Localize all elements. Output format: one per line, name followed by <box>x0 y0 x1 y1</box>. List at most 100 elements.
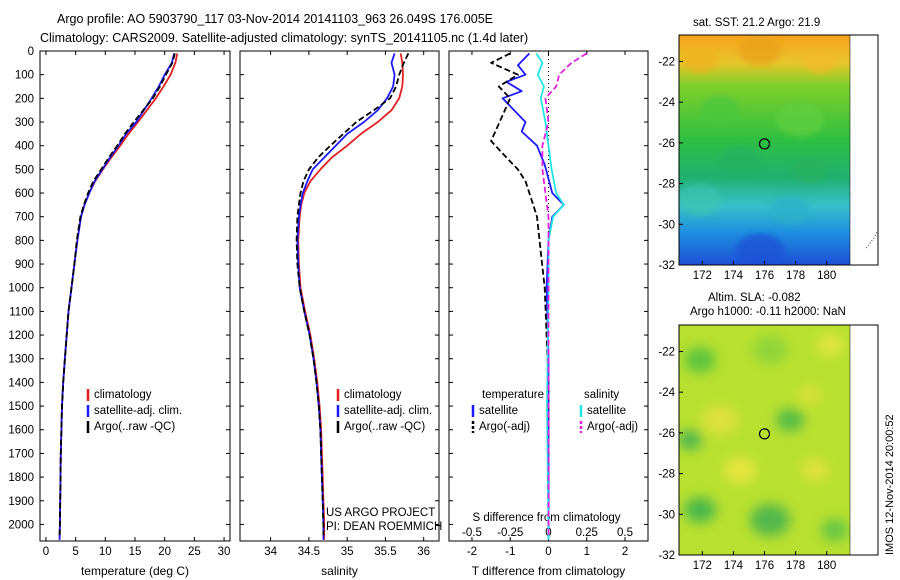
y-tick-label: 900 <box>15 259 34 271</box>
salinity-profile-panel: 34 34.5 35 35.5 36 salinity climatology satelli… <box>239 50 440 578</box>
s-axis-label: S difference from climatology <box>472 512 620 524</box>
map-frame <box>678 324 879 556</box>
y-tick-label: 1800 <box>8 472 34 484</box>
sla-texture <box>752 335 788 365</box>
sla-map-panel: Altim. SLA: -0.082 Argo h1000: -0.11 h20… <box>658 292 879 572</box>
y-tick-label: 1900 <box>8 496 34 508</box>
y-tick-label: 400 <box>15 141 34 153</box>
credits-project: US ARGO PROJECT <box>326 507 435 519</box>
sst-texture <box>770 196 810 224</box>
x-tick-label: -1 <box>505 546 515 558</box>
y-tick-label: 0 <box>28 46 34 58</box>
x-axis-label: T difference from climatology <box>472 564 626 578</box>
legend-label: Argo(..raw -QC) <box>344 421 425 433</box>
sla-texture <box>798 385 822 405</box>
map-x-tick-label: 178 <box>786 560 805 572</box>
legend-label: satellite-adj. clim. <box>94 405 182 417</box>
map-y-tick-label: -28 <box>658 179 675 191</box>
map-y-tick-label: -30 <box>658 219 675 231</box>
legend-label: satellite <box>479 405 518 417</box>
map-frame <box>678 34 879 266</box>
sst-map-field <box>679 35 850 265</box>
map-y-tick-label: -22 <box>658 346 675 358</box>
map-y-tick-label: -24 <box>658 387 675 399</box>
map-y-tick-label: -26 <box>658 428 675 440</box>
map-y-tick-label: -32 <box>658 550 675 562</box>
credits-pi: PI: DEAN ROEMMICH <box>326 521 442 533</box>
sst-texture <box>804 50 836 74</box>
map-x-tick-label: 174 <box>724 270 744 282</box>
sst-texture <box>736 233 784 265</box>
x-tick-label: 15 <box>129 546 142 558</box>
series-line-temperature-1 <box>490 52 550 536</box>
sst-texture <box>792 157 828 183</box>
sla-texture <box>684 497 716 523</box>
s-tick-label: 0.5 <box>617 527 633 539</box>
x-tick-label: -2 <box>467 546 477 558</box>
s-tick-label: -0.5 <box>462 527 482 539</box>
series-line-2 <box>295 53 410 536</box>
series-line-salinity-3 <box>541 52 588 536</box>
imos-timestamp: IMOS 12-Nov-2014 20:00:52 <box>884 414 896 555</box>
map-y-tick-label: -22 <box>658 56 675 68</box>
argo-location-marker <box>758 428 771 440</box>
map-x-tick-label: 176 <box>755 560 774 572</box>
x-tick-label: 35 <box>341 546 354 558</box>
sst-texture <box>679 184 722 216</box>
x-tick-label: 5 <box>72 546 78 558</box>
y-tick-label: 1700 <box>8 448 34 460</box>
y-tick-label: 1300 <box>8 354 34 366</box>
plot-frame <box>39 50 231 542</box>
legend-label: satellite-adj. clim. <box>344 405 432 417</box>
sst-map-title: sat. SST: 21.2 Argo: 21.9 <box>693 17 820 29</box>
y-tick-label: 1200 <box>8 330 34 342</box>
sla-map-title: Altim. SLA: -0.082 <box>708 292 801 304</box>
y-tick-label: 1000 <box>8 283 34 295</box>
map-y-tick-label: -28 <box>658 469 675 481</box>
legend-label: satellite <box>587 405 626 417</box>
map-y-tick-label: -26 <box>658 138 675 150</box>
legend-label: Argo(..raw -QC) <box>94 421 175 433</box>
map-x-tick-label: 178 <box>786 270 805 282</box>
y-tick-label: 300 <box>15 117 34 129</box>
x-axis-label: temperature (deg C) <box>81 564 189 578</box>
sla-texture <box>679 430 702 450</box>
map-x-tick-label: 172 <box>693 560 712 572</box>
sst-texture <box>776 103 824 137</box>
temperature-profile-panel: 0 5 10 15 20 25 30 temperature (deg C) 0 100 200 30… <box>8 46 231 578</box>
y-tick-label: 700 <box>15 212 34 224</box>
y-tick-label: 1400 <box>8 377 34 389</box>
s-tick-label: -0.25 <box>497 527 523 539</box>
map-y-tick-label: -24 <box>658 97 675 109</box>
sst-texture <box>700 96 740 124</box>
y-tick-label: 2000 <box>8 519 34 531</box>
x-tick-label: 0 <box>43 546 49 558</box>
map-x-tick-label: 176 <box>755 270 774 282</box>
y-tick-label: 1500 <box>8 401 34 413</box>
legend-label: Argo(-adj) <box>587 421 638 433</box>
x-axis-label: salinity <box>321 564 358 578</box>
sst-texture <box>720 146 760 174</box>
sla-texture <box>684 347 716 373</box>
y-tick-label: 100 <box>15 70 34 82</box>
sla-texture <box>750 504 790 536</box>
map-y-tick-label: -30 <box>658 509 675 521</box>
map-x-tick-label: 180 <box>817 560 836 572</box>
series-line-2 <box>58 53 176 536</box>
map-y-tick-label: -32 <box>658 260 675 272</box>
legend-label: climatology <box>94 389 152 401</box>
x-tick-label: 25 <box>188 546 201 558</box>
map-x-tick-label: 180 <box>817 270 836 282</box>
y-tick-label: 200 <box>15 93 34 105</box>
sst-map-panel: sat. SST: 21.2 Argo: 21.9 172 174 176 178 18… <box>658 17 879 282</box>
map-x-tick-label: 172 <box>693 270 712 282</box>
x-tick-label: 36 <box>417 546 430 558</box>
sla-texture <box>724 457 756 483</box>
y-tick-label: 800 <box>15 235 34 247</box>
x-tick-label: 34 <box>264 546 277 558</box>
x-tick-label: 34.5 <box>298 546 320 558</box>
legend-title-temperature: temperature <box>482 389 544 401</box>
sla-texture <box>821 518 849 542</box>
s-tick-label: 0.25 <box>576 527 598 539</box>
